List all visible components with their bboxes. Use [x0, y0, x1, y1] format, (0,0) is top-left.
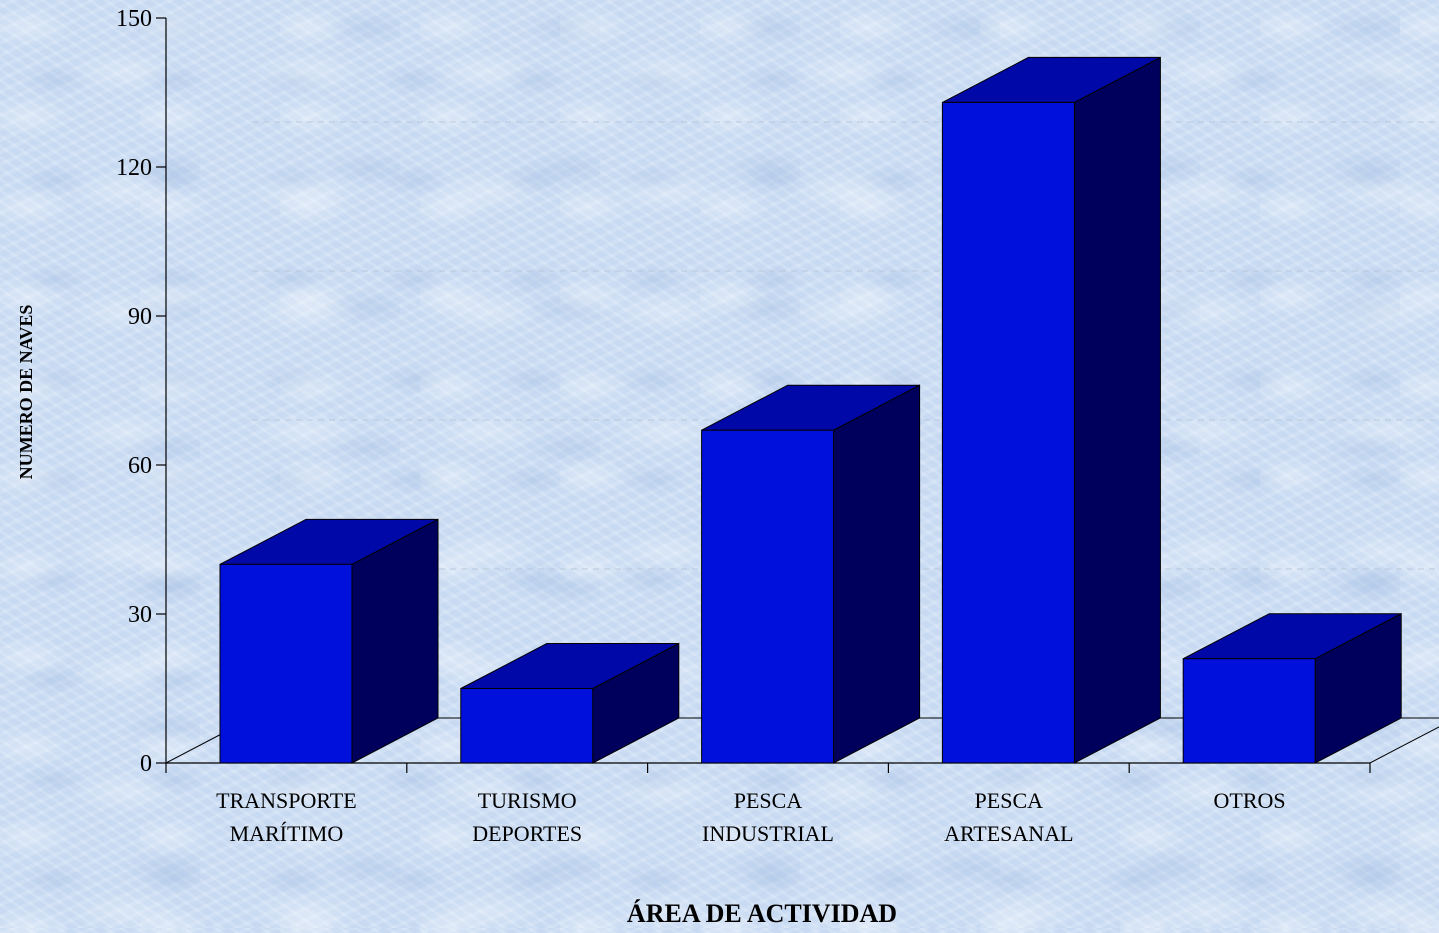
x-tick-label-line: MARÍTIMO — [230, 821, 344, 846]
y-tick-label: 90 — [128, 304, 152, 330]
bar-front — [1182, 658, 1316, 764]
x-tick-label: TRANSPORTE MARÍTIMO — [216, 788, 356, 846]
x-tick-label-line: DEPORTES — [472, 821, 582, 846]
x-tick-label-line: ARTESANAL — [944, 821, 1073, 846]
bar-side — [1073, 56, 1161, 764]
y-tick-label: 150 — [116, 6, 152, 32]
x-tick-label-line: PESCA — [975, 788, 1044, 813]
bar — [460, 642, 680, 764]
bar-side — [833, 384, 921, 764]
bar-front — [460, 688, 594, 764]
y-tick-label: 30 — [128, 602, 152, 628]
x-tick-label: OTROS — [1214, 788, 1286, 813]
x-tick-label-line: PESCA — [734, 788, 803, 813]
x-tick-label-line: TURISMO — [478, 788, 577, 813]
x-tick-label: PESCA INDUSTRIAL — [702, 788, 834, 846]
floor-right-edge — [1369, 726, 1439, 764]
bar — [941, 56, 1161, 764]
y-tick-label: 0 — [140, 751, 152, 777]
labels: TRANSPORTE MARÍTIMO TURISMO DEPORTES PESCA IN… — [216, 788, 1286, 846]
x-tick-label: PESCA ARTESANAL — [944, 788, 1073, 846]
bar-front — [701, 429, 835, 764]
y-axis-label: NUMERO DE NAVES — [16, 305, 36, 480]
bars — [219, 56, 1402, 764]
bar — [701, 384, 921, 764]
x-tick-label: TURISMO DEPORTES — [472, 788, 582, 846]
y-tick-label: 120 — [116, 155, 152, 181]
bar-front — [219, 563, 353, 764]
x-tick-label-line: OTROS — [1214, 788, 1286, 813]
axes: 0 30 60 90 120 150 — [116, 6, 1371, 777]
bar-front — [941, 101, 1075, 764]
y-tick-label: 60 — [128, 453, 152, 479]
x-tick-label-line: TRANSPORTE — [216, 788, 356, 813]
bar — [219, 518, 439, 764]
x-tick-label-line: INDUSTRIAL — [702, 821, 834, 846]
x-axis-label: ÁREA DE ACTIVIDAD — [627, 899, 897, 928]
bar — [1182, 612, 1402, 764]
